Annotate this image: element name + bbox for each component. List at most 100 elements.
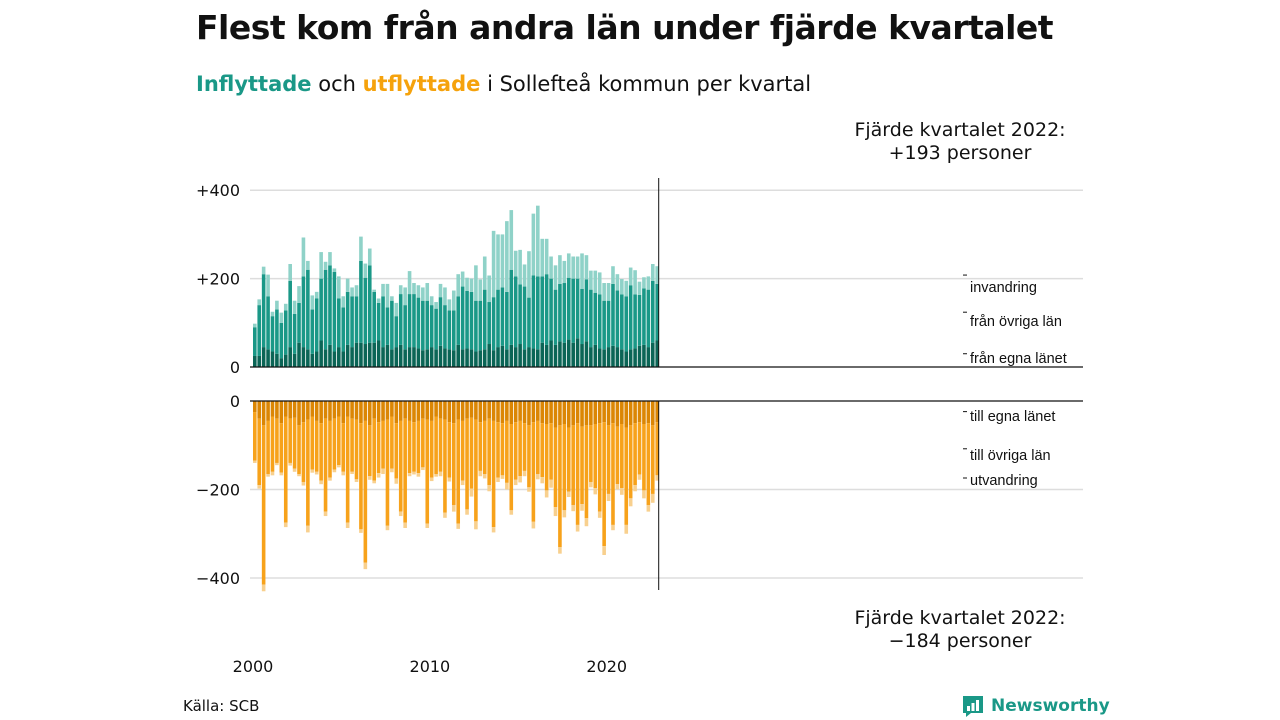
bar-inflow-segment — [341, 296, 346, 308]
bar-outflow-segment — [584, 401, 589, 426]
bar-outflow-segment — [288, 401, 292, 419]
bar-outflow-segment — [606, 401, 611, 426]
annotation-inflow: +193 personer — [889, 142, 1032, 164]
bar-inflow-segment — [637, 345, 642, 367]
bar-inflow-segment — [270, 316, 275, 352]
bar-inflow-segment — [429, 305, 434, 348]
bar-inflow-segment — [279, 322, 284, 359]
bar-outflow-segment — [407, 473, 412, 477]
bar-outflow-segment — [341, 471, 346, 476]
bar-inflow-segment — [390, 349, 394, 367]
bar-outflow-segment — [575, 423, 580, 525]
bar-inflow-segment — [646, 276, 651, 290]
bar-outflow-segment — [509, 424, 514, 511]
bar-outflow-segment — [323, 401, 328, 419]
bar-inflow-segment — [451, 350, 456, 367]
bar-outflow-segment — [261, 584, 266, 592]
bar-outflow-segment — [496, 477, 500, 482]
bar-inflow-segment — [487, 344, 491, 367]
series-label-inflow: invandring — [970, 280, 1037, 296]
bar-outflow-segment — [443, 401, 447, 420]
bar-outflow-segment — [509, 510, 514, 515]
bar-inflow-segment — [337, 298, 341, 348]
bar-outflow-segment — [390, 416, 394, 469]
series-label-inflow: från övriga län — [970, 314, 1062, 330]
bar-inflow-segment — [381, 283, 385, 297]
bar-outflow-segment — [611, 401, 615, 424]
bar-inflow-segment — [456, 274, 461, 297]
newsworthy-logo[interactable]: Newsworthy — [961, 694, 1110, 718]
bar-inflow-segment — [261, 266, 266, 275]
bar-inflow-segment — [394, 302, 399, 317]
bar-outflow-segment — [549, 479, 553, 488]
bar-outflow-segment — [491, 420, 496, 528]
bar-inflow-segment — [425, 349, 430, 367]
bar-outflow-segment — [390, 401, 394, 417]
chart-subtitle: Inflyttade och utflyttade i Sollefteå ko… — [196, 72, 811, 96]
bar-inflow-segment — [438, 283, 443, 298]
bar-inflow-segment — [549, 340, 553, 367]
bar-inflow-segment — [407, 271, 412, 295]
bar-inflow-segment — [482, 256, 487, 290]
bar-inflow-segment — [558, 255, 562, 284]
bar-outflow-segment — [301, 481, 306, 486]
bar-outflow-segment — [597, 401, 602, 424]
bar-outflow-segment — [403, 418, 407, 523]
bar-outflow-segment — [447, 401, 452, 423]
bar-inflow-segment — [341, 307, 346, 352]
bar-outflow-segment — [328, 401, 332, 421]
bar-inflow-segment — [469, 349, 474, 367]
bar-inflow-segment — [491, 230, 496, 298]
bar-inflow-segment — [540, 238, 545, 277]
bar-outflow-segment — [606, 493, 611, 502]
bar-inflow-segment — [438, 297, 443, 346]
annotation-outflow: −184 personer — [889, 630, 1032, 652]
bar-inflow-segment — [628, 285, 633, 350]
bar-inflow-segment — [345, 278, 350, 292]
y-tick-label-inflow: 0 — [230, 358, 240, 377]
bar-outflow-segment — [403, 522, 407, 528]
bar-outflow-segment — [443, 512, 447, 518]
bar-inflow-segment — [283, 354, 288, 367]
bar-outflow-segment — [571, 504, 575, 512]
bar-inflow-segment — [275, 300, 279, 310]
bar-inflow-segment — [620, 279, 624, 295]
bar-inflow-segment — [385, 344, 390, 367]
bar-inflow-segment — [279, 358, 284, 367]
bar-outflow-segment — [367, 476, 372, 480]
bar-inflow-segment — [288, 280, 292, 348]
bar-inflow-segment — [257, 299, 262, 306]
bar-inflow-segment — [398, 344, 403, 367]
bar-inflow-segment — [306, 260, 310, 270]
bar-inflow-segment — [536, 276, 540, 350]
bar-outflow-segment — [270, 401, 275, 417]
bar-inflow-segment — [328, 265, 332, 345]
subtitle-outflow-word: utflyttade — [362, 72, 481, 96]
bar-inflow-segment — [522, 264, 527, 287]
bar-outflow-segment — [394, 423, 399, 479]
bar-inflow-segment — [633, 348, 637, 367]
bar-outflow-segment — [376, 422, 381, 474]
bar-inflow-segment — [363, 263, 368, 278]
bar-outflow-segment — [522, 470, 527, 477]
bar-outflow-segment — [465, 509, 469, 515]
bar-inflow-segment — [451, 290, 456, 311]
bar-outflow-segment — [345, 416, 350, 523]
bar-outflow-segment — [328, 477, 332, 481]
bar-outflow-segment — [398, 401, 403, 421]
bar-outflow-segment — [306, 419, 310, 526]
bar-inflow-segment — [655, 283, 659, 341]
bar-outflow-segment — [438, 471, 443, 477]
bar-outflow-segment — [465, 401, 469, 419]
bar-inflow-segment — [628, 349, 633, 367]
bar-inflow-segment — [611, 283, 615, 346]
bar-outflow-segment — [496, 401, 500, 423]
bar-outflow-segment — [310, 401, 315, 417]
bar-outflow-segment — [518, 401, 522, 421]
bar-inflow-segment — [394, 316, 399, 348]
bar-inflow-segment — [332, 351, 337, 367]
annotation-inflow: Fjärde kvartalet 2022: — [854, 119, 1065, 141]
newsworthy-logo-icon — [963, 696, 983, 717]
bar-inflow-segment — [345, 291, 350, 345]
bar-outflow-segment — [558, 401, 562, 426]
